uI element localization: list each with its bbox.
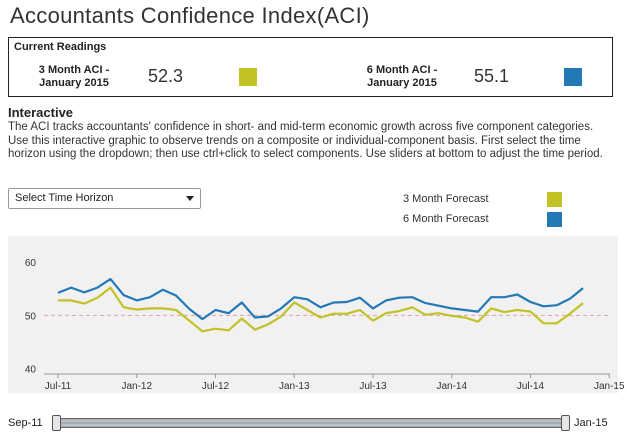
x-tick-label: Jan-15 xyxy=(594,381,625,392)
six-month-aci-name: 6 Month ACI - January 2015 xyxy=(352,64,452,90)
time-horizon-dropdown[interactable]: Select Time Horizon xyxy=(8,188,201,209)
y-tick-label: 40 xyxy=(25,365,37,376)
six-month-aci-name-line2: January 2015 xyxy=(367,77,437,89)
slider-track[interactable] xyxy=(56,418,566,428)
series-line-6-month-forecast xyxy=(57,277,584,321)
current-readings-label: Current Readings xyxy=(14,41,107,53)
legend-swatch-6-month[interactable] xyxy=(547,212,562,227)
three-month-color-swatch xyxy=(239,68,257,86)
slider-start-label: Sep-11 xyxy=(8,417,43,429)
current-readings-panel: Current Readings 3 Month ACI - January 2… xyxy=(8,37,613,97)
three-month-aci-name-line1: 3 Month ACI - xyxy=(38,64,110,76)
x-tick-label: Jan-12 xyxy=(121,381,152,392)
six-month-aci-value: 55.1 xyxy=(474,66,510,86)
x-tick-label: Jul-13 xyxy=(359,381,387,392)
legend-label-6-month: 6 Month Forecast xyxy=(403,213,489,225)
aci-line-chart: 40 50 60 Jul-11 Jan-12 Jul-12 Jan-13 Jul-13 Jan-… xyxy=(25,258,625,392)
six-month-aci-name-line1: 6 Month ACI - xyxy=(366,64,438,76)
slider-end-label: Jan-15 xyxy=(574,417,608,429)
interactive-description: The ACI tracks accountants' confidence i… xyxy=(8,121,603,161)
series-line-3-month-forecast xyxy=(58,286,584,333)
time-horizon-dropdown-label: Select Time Horizon xyxy=(15,192,114,204)
y-tick-label: 60 xyxy=(25,258,37,269)
slider-end-handle[interactable] xyxy=(561,415,570,431)
three-month-aci-name-line2: January 2015 xyxy=(39,77,109,89)
three-month-aci-value: 52.3 xyxy=(148,66,184,86)
slider-start-handle[interactable] xyxy=(52,415,61,431)
x-tick-label: Jan-13 xyxy=(279,381,310,392)
legend-swatch-3-month[interactable] xyxy=(547,192,562,207)
x-tick-label: Jan-14 xyxy=(436,381,467,392)
x-tick-label: Jul-14 xyxy=(517,381,545,392)
x-tick-label: Jul-11 xyxy=(45,381,72,392)
three-month-aci-name: 3 Month ACI - January 2015 xyxy=(24,64,124,90)
time-range-slider: Sep-11 Jan-15 xyxy=(0,408,629,437)
interactive-heading: Interactive xyxy=(8,105,74,120)
six-month-color-swatch xyxy=(564,68,582,86)
x-tick-label: Jul-12 xyxy=(202,381,230,392)
legend-label-3-month: 3 Month Forecast xyxy=(403,193,489,205)
chart-background xyxy=(8,236,618,393)
y-tick-label: 50 xyxy=(25,311,37,322)
page-title: Accountants Confidence Index(ACI) xyxy=(10,3,370,28)
chevron-down-icon xyxy=(186,196,194,201)
